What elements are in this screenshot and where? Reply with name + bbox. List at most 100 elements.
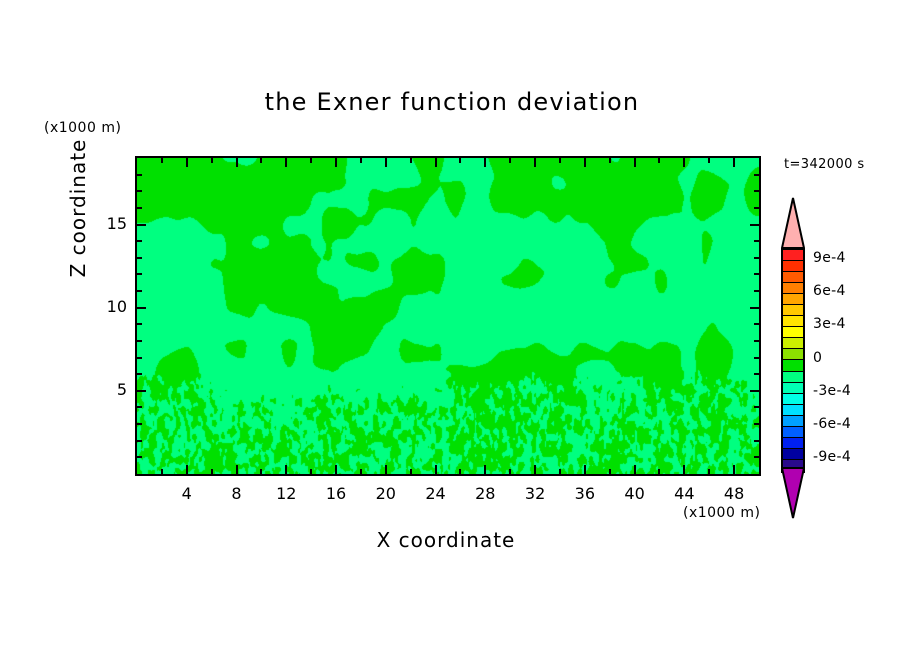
colorbar-band — [783, 426, 803, 438]
x-axis-tick — [285, 158, 288, 167]
colorbar-band — [783, 349, 803, 361]
colorbar-tick-label: 3e-4 — [813, 316, 846, 333]
x-axis-minor-tick — [708, 158, 711, 163]
y-axis-tick-label: 10 — [106, 296, 127, 316]
y-axis-minor-tick — [137, 406, 142, 409]
colorbar-band — [783, 327, 803, 339]
x-axis-minor-tick — [210, 158, 213, 163]
y-axis-minor-tick — [137, 190, 142, 193]
y-axis-minor-tick — [754, 356, 759, 359]
colorbar-tick-label: 9e-4 — [813, 250, 846, 267]
x-axis-units-label: (x1000 m) — [683, 505, 761, 521]
x-axis-tick-label: 32 — [524, 484, 546, 503]
y-axis-minor-tick — [137, 290, 142, 293]
x-axis-minor-tick — [509, 158, 512, 163]
x-axis-tick — [633, 158, 636, 167]
y-axis-minor-tick — [137, 439, 142, 442]
colorbar-tick-label: -6e-4 — [813, 415, 852, 432]
y-axis-minor-tick — [137, 356, 142, 359]
x-axis-tick — [384, 158, 387, 167]
y-axis-minor-tick — [137, 373, 142, 376]
colorbar-band — [783, 404, 803, 416]
x-axis-tick-label: 44 — [674, 484, 695, 503]
y-axis-minor-tick — [137, 273, 142, 276]
x-axis-tick-label: 12 — [276, 484, 297, 503]
x-axis-tick-label: 4 — [181, 484, 192, 503]
y-axis-minor-tick — [137, 323, 142, 326]
y-axis-minor-tick — [137, 339, 142, 342]
x-axis-minor-tick — [509, 469, 512, 474]
x-axis-minor-tick — [558, 158, 561, 163]
y-axis-minor-tick — [754, 339, 759, 342]
y-axis-minor-tick — [754, 240, 759, 243]
x-axis-minor-tick — [260, 469, 263, 474]
y-axis-title: Z coordinate — [66, 138, 90, 278]
y-axis-minor-tick — [754, 456, 759, 459]
y-axis-minor-tick — [754, 206, 759, 209]
colorbar-band — [783, 294, 803, 306]
y-axis-tick — [137, 223, 146, 226]
plot-area — [135, 156, 761, 476]
colorbar-band — [783, 382, 803, 394]
y-axis-minor-tick — [137, 240, 142, 243]
y-axis-tick-label: 15 — [106, 213, 127, 233]
colorbar-band — [783, 393, 803, 405]
x-axis-tick — [633, 465, 636, 474]
x-axis-tick-label: 24 — [425, 484, 446, 503]
page-title: the Exner function deviation — [264, 88, 640, 116]
y-axis-minor-tick — [754, 373, 759, 376]
x-axis-minor-tick — [708, 469, 711, 474]
x-axis-minor-tick — [210, 469, 213, 474]
y-axis-minor-tick — [754, 256, 759, 259]
colorbar-band — [783, 371, 803, 383]
y-axis-minor-tick — [754, 439, 759, 442]
y-axis-minor-tick — [754, 173, 759, 176]
colorbar-band — [783, 272, 803, 284]
x-axis-tick — [235, 465, 238, 474]
x-axis-tick-label: 8 — [231, 484, 242, 503]
y-axis-minor-tick — [137, 456, 142, 459]
x-axis-tick-label: 48 — [723, 484, 745, 503]
colorbar-top-arrow — [781, 197, 805, 249]
colorbar-tick-label: 6e-4 — [813, 283, 846, 300]
x-axis-tick — [335, 158, 338, 167]
x-axis-tick — [285, 465, 288, 474]
x-axis-tick — [335, 465, 338, 474]
x-axis-tick — [185, 465, 188, 474]
y-axis-tick — [137, 306, 146, 309]
colorbar-band — [783, 305, 803, 317]
colorbar-bands — [781, 248, 805, 473]
y-axis-minor-tick — [754, 423, 759, 426]
colorbar-band — [783, 338, 803, 350]
y-axis-minor-tick — [754, 273, 759, 276]
x-axis-minor-tick — [310, 469, 313, 474]
colorbar-band — [783, 459, 803, 471]
contour-field — [137, 158, 759, 474]
colorbar-band — [783, 261, 803, 273]
x-axis-minor-tick — [459, 158, 462, 163]
x-axis-minor-tick — [260, 158, 263, 163]
x-axis-tick — [434, 158, 437, 167]
y-axis-minor-tick — [137, 256, 142, 259]
y-axis-minor-tick — [754, 290, 759, 293]
x-axis-minor-tick — [310, 158, 313, 163]
colorbar-band — [783, 360, 803, 372]
y-axis-tick — [750, 306, 759, 309]
x-axis-tick — [384, 465, 387, 474]
x-axis-tick-label: 36 — [574, 484, 595, 503]
x-axis-tick — [484, 158, 487, 167]
colorbar: 9e-4 6e-4 3e-4 0 -3e-4 -6e-4 -9e-4 — [781, 197, 851, 519]
x-axis-minor-tick — [359, 158, 362, 163]
y-axis-tick — [750, 223, 759, 226]
x-axis-tick — [534, 158, 537, 167]
colorbar-band — [783, 415, 803, 427]
x-axis-minor-tick — [160, 158, 163, 163]
y-axis-minor-tick — [137, 423, 142, 426]
x-axis-tick-label: 20 — [375, 484, 396, 503]
x-axis-tick — [583, 158, 586, 167]
x-axis-minor-tick — [359, 469, 362, 474]
x-axis-tick-label: 28 — [475, 484, 496, 503]
x-axis-tick — [534, 465, 537, 474]
y-axis-tick-label: 5 — [116, 379, 127, 399]
